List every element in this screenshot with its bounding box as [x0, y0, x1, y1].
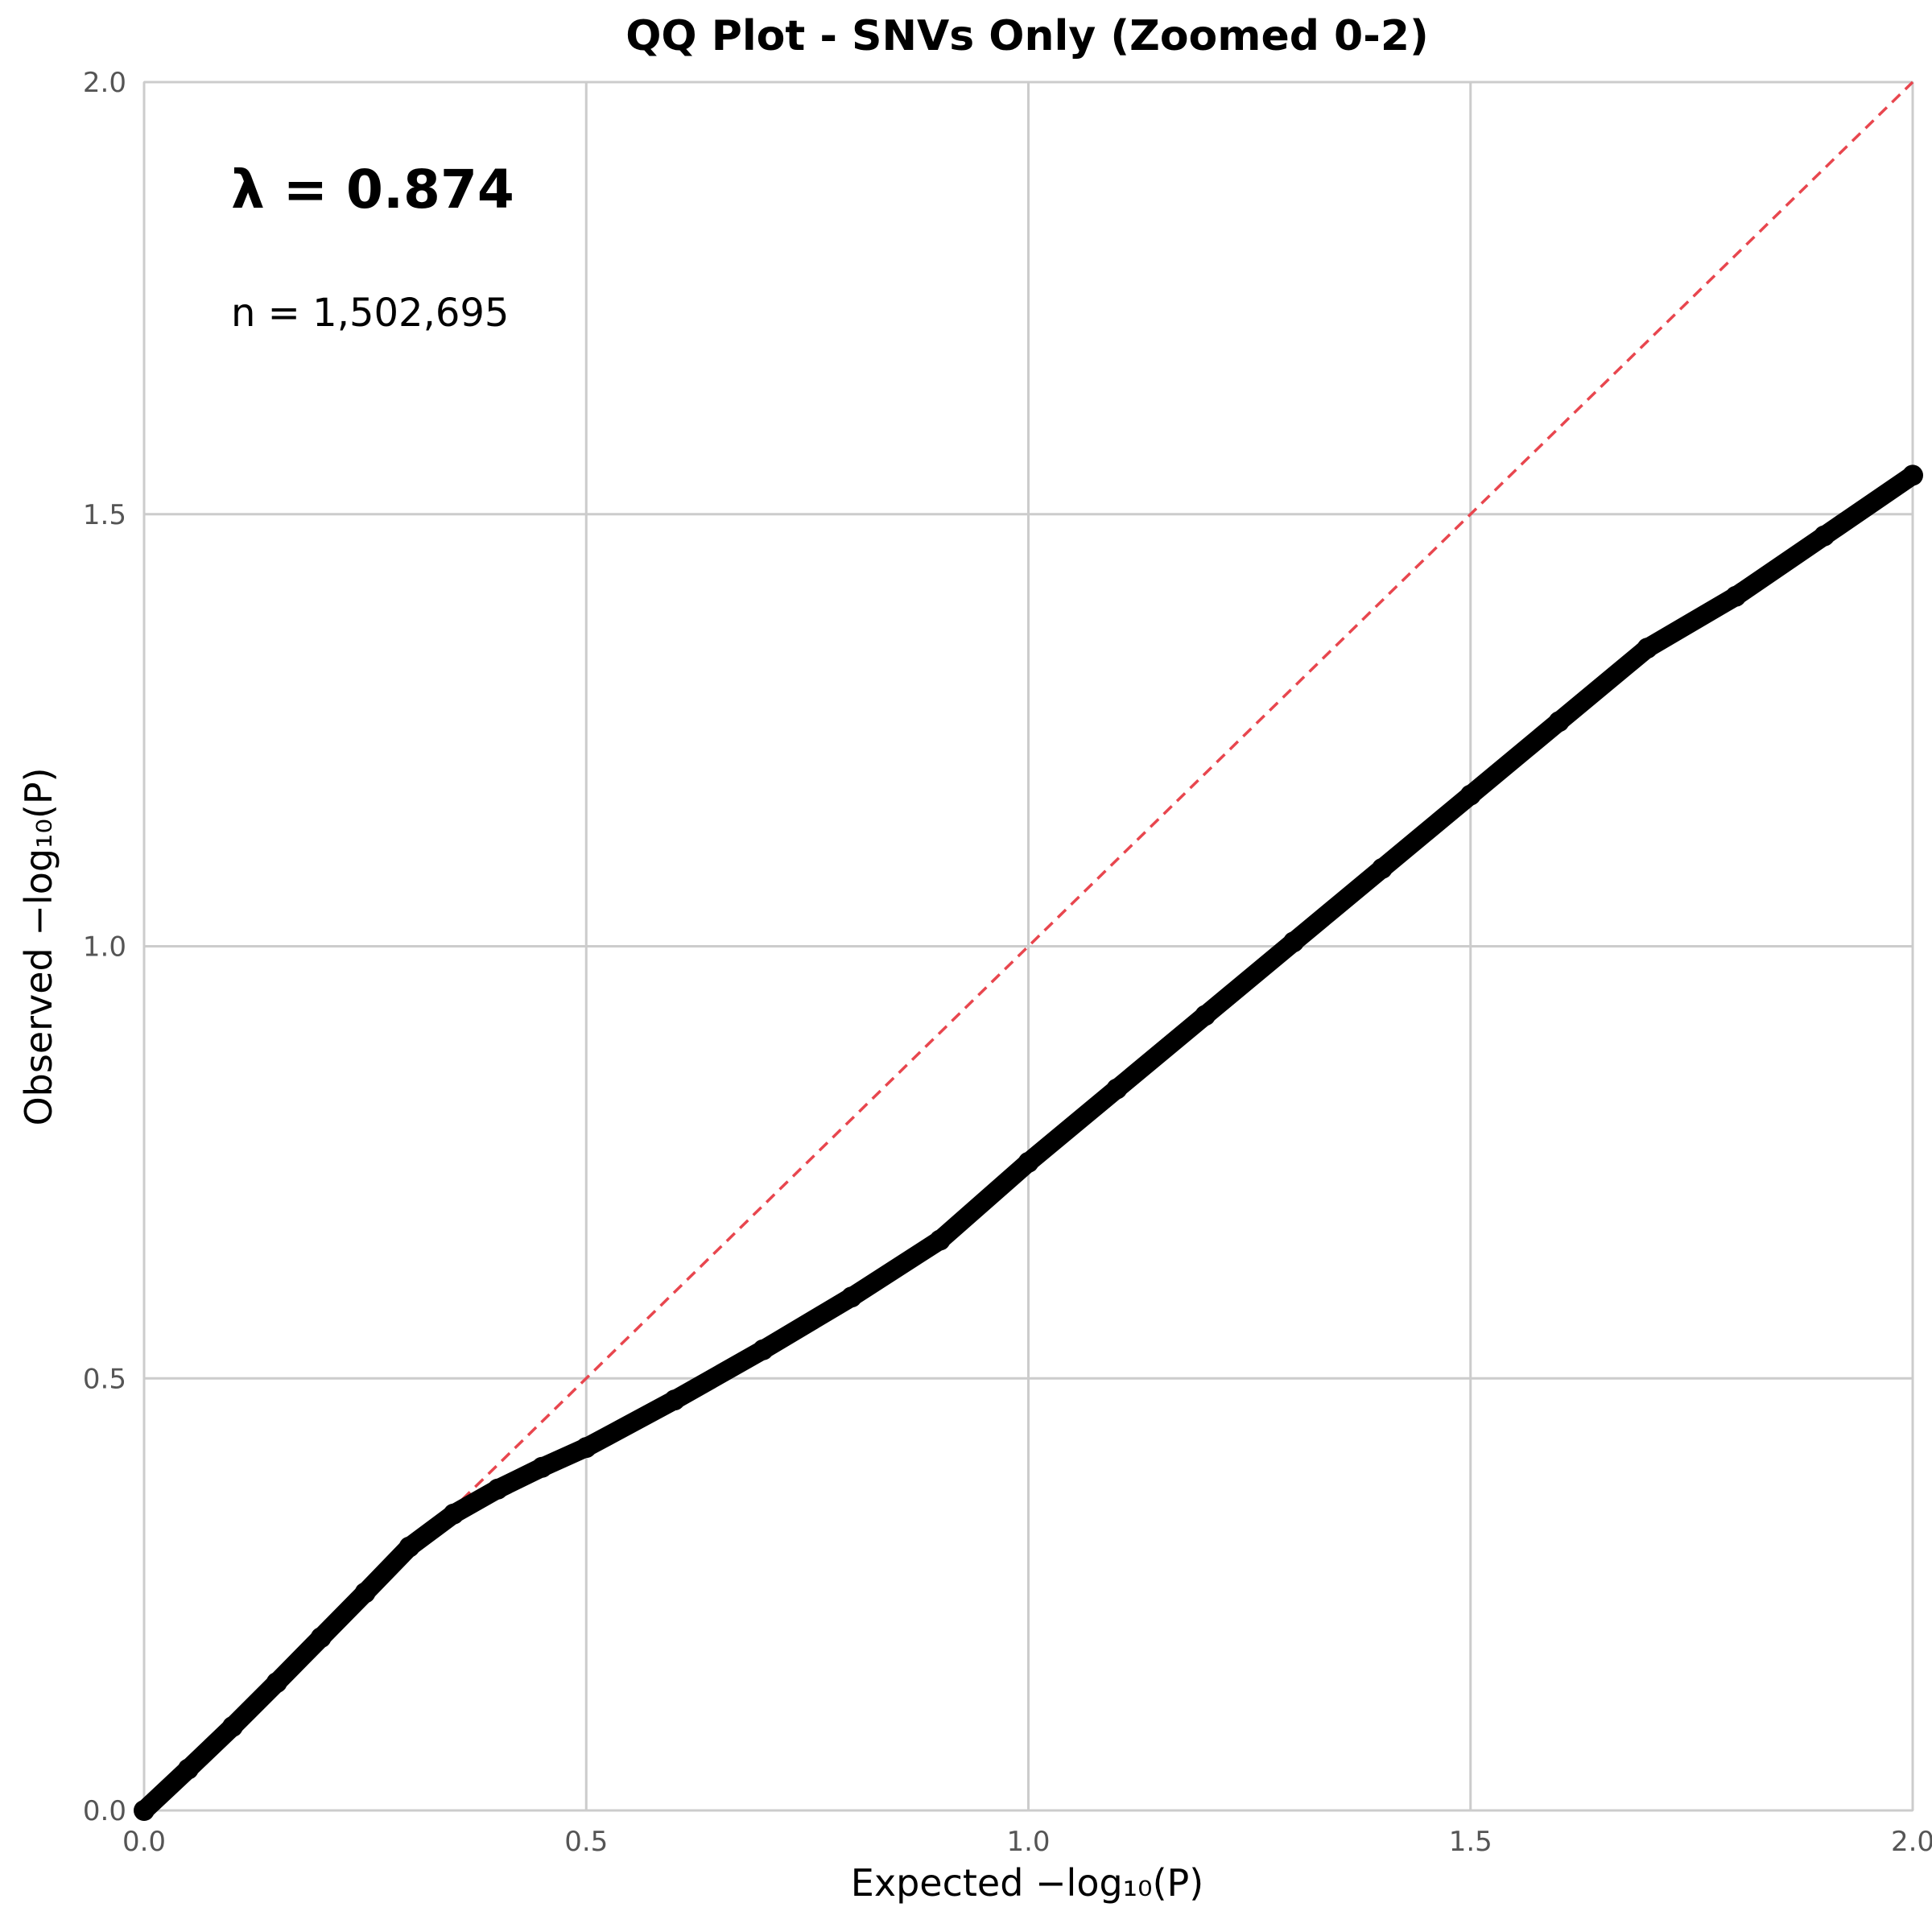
- data-point: [1548, 711, 1570, 733]
- data-point: [221, 1715, 243, 1737]
- y-tick-label: 2.0: [83, 67, 126, 99]
- data-point: [929, 1229, 951, 1251]
- data-point: [1814, 525, 1835, 547]
- y-tick-label: 0.5: [83, 1363, 126, 1395]
- observed-series: [134, 465, 1922, 1820]
- n-annotation: n = 1,502,695: [231, 291, 509, 336]
- data-point: [443, 1503, 464, 1525]
- data-point: [752, 1339, 774, 1360]
- data-point: [354, 1582, 376, 1604]
- data-point: [1106, 1078, 1128, 1100]
- plot-frame: [143, 81, 1913, 1811]
- y-tick-label: 1.5: [83, 499, 126, 531]
- y-tick-label: 0.0: [83, 1795, 126, 1827]
- x-tick-label: 0.5: [564, 1826, 608, 1858]
- x-tick-label: 1.5: [1449, 1826, 1492, 1858]
- x-tick-label: 2.0: [1891, 1826, 1932, 1858]
- data-point: [310, 1627, 332, 1649]
- data-point: [1018, 1151, 1039, 1173]
- data-point: [1725, 585, 1747, 607]
- data-point: [1459, 784, 1481, 806]
- data-point: [1371, 857, 1393, 879]
- chart-title: QQ Plot - SNVs Only (Zoomed 0-2): [625, 12, 1429, 60]
- data-point: [487, 1478, 509, 1500]
- data-point: [531, 1456, 553, 1478]
- data-point: [1195, 1005, 1216, 1026]
- y-tick-label: 1.0: [83, 931, 126, 964]
- data-point: [134, 1800, 155, 1821]
- data-point: [576, 1437, 597, 1459]
- data-point: [664, 1389, 686, 1411]
- data-point: [1283, 931, 1304, 953]
- lambda-annotation: λ = 0.874: [231, 159, 514, 221]
- data-point: [266, 1672, 287, 1694]
- y-axis-label: Observed −log₁₀(P): [17, 767, 60, 1125]
- data-point: [1637, 638, 1658, 659]
- x-tick-label: 1.0: [1006, 1826, 1050, 1858]
- data-point: [1902, 464, 1923, 486]
- data-point: [398, 1536, 420, 1558]
- data-layer: [134, 464, 1923, 1821]
- data-point: [840, 1286, 862, 1308]
- x-axis-label: Expected −log₁₀(P): [851, 1861, 1203, 1905]
- x-tick-label: 0.0: [122, 1826, 166, 1858]
- data-point: [177, 1758, 199, 1780]
- tick-labels: 0.0 0.5 1.0 1.5 2.0 0.0 0.5 1.0 1.5 2.0: [83, 67, 1932, 1858]
